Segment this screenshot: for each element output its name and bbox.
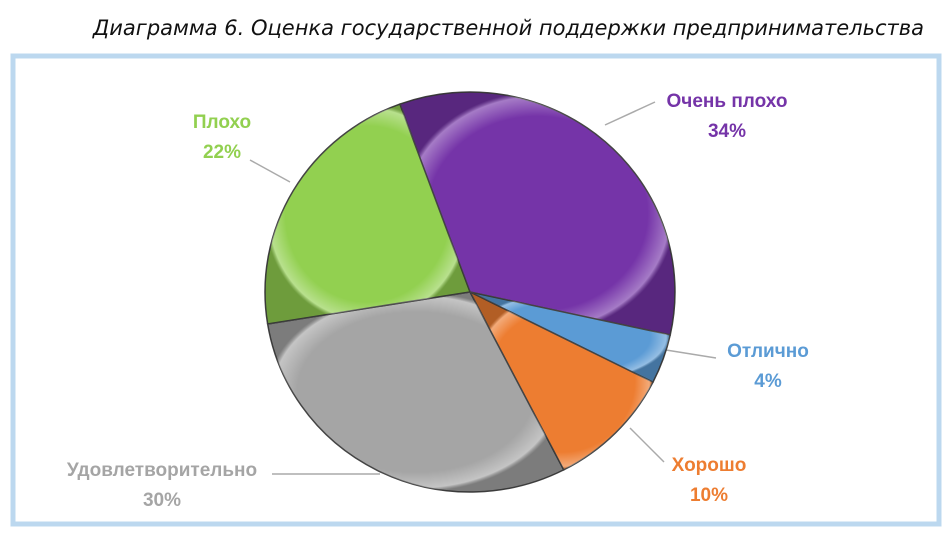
leader-lines	[249, 101, 717, 475]
leader-line	[604, 101, 656, 126]
slice-percent: 10%	[690, 485, 728, 506]
slice-name: Отлично	[727, 341, 809, 362]
slice-name: Хорошо	[672, 455, 747, 476]
slice-bevel	[267, 292, 564, 492]
slice-percent: 22%	[203, 142, 241, 163]
chart-title: Диаграмма 6. Оценка государственной подд…	[92, 16, 924, 40]
leader-line	[249, 159, 291, 183]
leader-line	[665, 349, 717, 359]
slice-percent: 34%	[708, 121, 746, 142]
slice-bevel	[265, 104, 470, 324]
slice-name: Плохо	[193, 112, 251, 133]
slice-name: Очень плохо	[667, 91, 788, 112]
slice-bevel	[470, 292, 671, 383]
slice-bevel	[399, 92, 675, 335]
slice-percent: 4%	[754, 371, 782, 392]
slice-percent: 30%	[143, 490, 181, 511]
slice-bevel	[470, 292, 653, 470]
leader-line	[629, 427, 665, 463]
slice-name: Удовлетворительно	[67, 460, 257, 481]
